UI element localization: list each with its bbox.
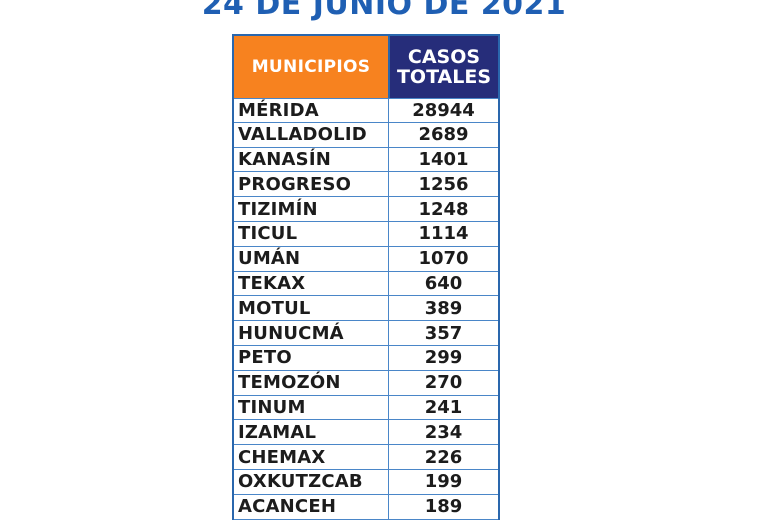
municipio-cell: TINUM bbox=[238, 396, 306, 418]
municipio-cell: HUNUCMÁ bbox=[238, 322, 344, 344]
casos-cell: 226 bbox=[388, 445, 498, 469]
table-row: TEKAX 640 bbox=[234, 271, 498, 297]
casos-cell: 270 bbox=[388, 370, 498, 395]
table-row: CHEMAX 226 bbox=[234, 445, 498, 470]
casos-cell: 357 bbox=[388, 321, 498, 345]
casos-cell: 199 bbox=[388, 469, 498, 494]
table-header: MUNICIPIOS CASOS TOTALES bbox=[232, 34, 500, 98]
table-row: KANASÍN 1401 bbox=[234, 147, 498, 173]
municipio-cell: TEKAX bbox=[238, 272, 306, 294]
table-row: TEMOZÓN 270 bbox=[234, 370, 498, 396]
municipio-cell: PETO bbox=[238, 347, 292, 369]
table-row: TINUM 241 bbox=[234, 395, 498, 421]
municipio-cell: VALLADOLID bbox=[238, 124, 367, 146]
table-row: MÉRIDA 28944 bbox=[234, 98, 498, 123]
table-row: PETO 299 bbox=[234, 345, 498, 371]
municipio-cell: OXKUTZCAB bbox=[238, 471, 363, 493]
table-row: OXKUTZCAB 199 bbox=[234, 469, 498, 495]
casos-cell: 241 bbox=[388, 395, 498, 420]
table-row: UMÁN 1070 bbox=[234, 246, 498, 272]
header-casos-line1: CASOS bbox=[407, 46, 481, 68]
casos-cell: 1256 bbox=[388, 172, 498, 197]
casos-cell: 299 bbox=[388, 345, 498, 370]
table-row: TICUL 1114 bbox=[234, 221, 498, 247]
municipio-cell: MOTUL bbox=[238, 297, 311, 319]
table-row: ACANCEH 189 bbox=[234, 494, 498, 520]
table-row: PROGRESO 1256 bbox=[234, 172, 498, 198]
table-body: MÉRIDA 28944 VALLADOLID 2689 KANASÍN 1401 PROG… bbox=[232, 98, 500, 520]
municipio-cell: IZAMAL bbox=[238, 421, 317, 443]
casos-cell: 1114 bbox=[388, 221, 498, 246]
casos-cell: 2689 bbox=[388, 122, 498, 147]
municipio-cell: CHEMAX bbox=[238, 446, 326, 468]
page-title: 24 DE JUNIO DE 2021 bbox=[201, 0, 567, 22]
municipio-cell: ACANCEH bbox=[238, 496, 337, 518]
municipio-cell: KANASÍN bbox=[238, 148, 331, 170]
table-row: HUNUCMÁ 357 bbox=[234, 321, 498, 346]
casos-cell: 1401 bbox=[388, 147, 498, 172]
municipio-cell: TIZIMÍN bbox=[238, 198, 318, 220]
casos-cell: 189 bbox=[388, 494, 498, 519]
casos-cell: 234 bbox=[388, 420, 498, 445]
municipio-cell: MÉRIDA bbox=[238, 99, 319, 121]
cases-table: MUNICIPIOS CASOS TOTALES MÉRIDA 28944 VALL… bbox=[232, 34, 500, 520]
table-row: TIZIMÍN 1248 bbox=[234, 197, 498, 222]
municipio-cell: UMÁN bbox=[238, 248, 301, 270]
header-casos-line2: TOTALES bbox=[396, 66, 492, 88]
casos-cell: 28944 bbox=[388, 99, 498, 122]
casos-cell: 640 bbox=[388, 271, 498, 296]
table-row: MOTUL 389 bbox=[234, 296, 498, 322]
casos-cell: 389 bbox=[388, 296, 498, 321]
municipio-cell: TEMOZÓN bbox=[238, 372, 341, 394]
header-municipios: MUNICIPIOS bbox=[234, 36, 388, 98]
casos-cell: 1248 bbox=[388, 197, 498, 221]
header-casos-totales: CASOS TOTALES bbox=[388, 36, 498, 98]
municipio-cell: TICUL bbox=[238, 223, 298, 245]
casos-cell: 1070 bbox=[388, 246, 498, 271]
municipio-cell: PROGRESO bbox=[238, 173, 352, 195]
table-row: IZAMAL 234 bbox=[234, 420, 498, 446]
table-row: VALLADOLID 2689 bbox=[234, 122, 498, 148]
